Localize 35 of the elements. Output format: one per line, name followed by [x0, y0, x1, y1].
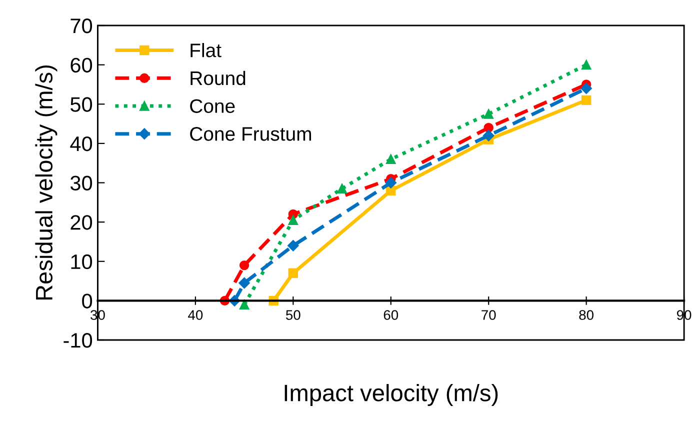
x-tick-label: 80 [579, 310, 594, 320]
point [580, 82, 592, 94]
point [238, 277, 250, 289]
y-tick-label: 60 [70, 58, 92, 73]
legend-label: Flat [190, 43, 222, 58]
y-tick-label: 10 [71, 254, 92, 270]
point [581, 95, 592, 106]
y-tick-label: -10 [64, 333, 92, 348]
point [484, 109, 494, 119]
y-tick-label: 40 [70, 136, 92, 152]
y-tick-label: 30 [70, 176, 92, 191]
y-tick-label: 50 [70, 97, 92, 112]
y-tick-label: 20 [70, 215, 92, 230]
point [386, 154, 396, 164]
point [288, 215, 298, 225]
point [288, 240, 299, 252]
point [288, 268, 298, 278]
y-axis-title: Residual velocity (m/s) [35, 65, 58, 300]
point [581, 60, 592, 70]
x-tick-label: 70 [482, 310, 496, 320]
point [239, 260, 250, 270]
x-tick-label: 40 [188, 310, 203, 320]
y-tick-label: 0 [82, 294, 92, 308]
legend-label: Cone [190, 99, 235, 113]
legend-label: Round [190, 70, 246, 86]
point [482, 130, 494, 142]
point [484, 122, 494, 133]
point [239, 300, 250, 310]
point [385, 177, 396, 188]
y-tick-label: 70 [70, 18, 92, 34]
x-tick-label: 50 [286, 310, 300, 320]
point [337, 184, 347, 194]
x-tick-label: 60 [384, 310, 398, 320]
x-axis-title: Impact velocity (m/s) [284, 384, 498, 406]
legend-label: Cone Frustum [190, 127, 312, 141]
